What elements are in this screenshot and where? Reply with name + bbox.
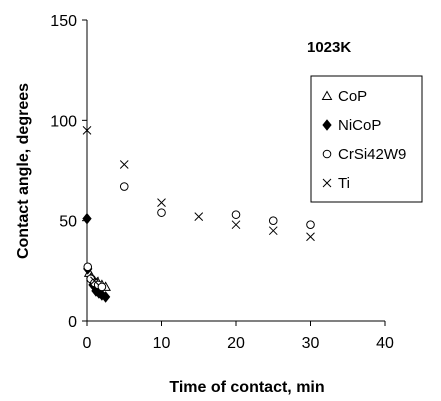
legend-item-ti: Ti — [322, 175, 350, 192]
data-point-crsi42w9 — [306, 220, 315, 229]
legend-marker-ti — [322, 178, 332, 188]
data-point-crsi42w9 — [83, 262, 93, 272]
data-point-ti — [82, 126, 92, 135]
data-point-ti — [231, 220, 241, 230]
data-point-crsi42w9 — [119, 182, 129, 191]
y-axis-label: Contact angle, degrees — [15, 83, 32, 259]
data-point-ti — [157, 198, 166, 207]
data-point-crsi42w9 — [97, 282, 107, 292]
y-tick-label: 50 — [59, 214, 77, 231]
data-point-nicop — [100, 291, 111, 303]
data-point-ti — [119, 160, 129, 169]
data-point-crsi42w9 — [268, 216, 278, 225]
data-point-ti — [90, 276, 99, 286]
legend-label: CrSi42W9 — [338, 146, 406, 163]
x-axis-label: Time of contact, min — [169, 379, 324, 396]
legend-marker-cop — [321, 90, 333, 100]
y-tick-label: 0 — [68, 314, 77, 331]
legend-item-crsi42w9: CrSi42W9 — [322, 146, 406, 163]
legend-label: CoP — [338, 88, 367, 105]
legend-marker-nicop — [322, 119, 332, 131]
x-tick-label: 40 — [376, 335, 394, 352]
y-tick-label: 150 — [50, 13, 77, 30]
data-point-nicop — [82, 212, 92, 225]
y-tick-label: 100 — [50, 113, 77, 130]
x-ticks: 0 10 20 30 40 — [83, 321, 394, 352]
data-markers — [82, 126, 315, 303]
legend-label: Ti — [338, 175, 350, 192]
annotation-temperature: 1023K — [307, 39, 351, 56]
data-point-crsi42w9 — [157, 208, 166, 217]
legend-item-cop: CoP — [321, 88, 367, 105]
x-tick-label: 20 — [227, 335, 245, 352]
x-tick-label: 10 — [153, 335, 171, 352]
data-point-crsi42w9 — [231, 210, 241, 219]
legend-item-nicop: NiCoP — [322, 117, 381, 134]
legend-label: NiCoP — [338, 117, 381, 134]
legend-items: CoP NiCoP CrSi42W9 Ti — [321, 88, 406, 192]
legend-marker-crsi42w9 — [322, 149, 332, 159]
data-point-ti — [194, 212, 204, 222]
data-point-ti — [306, 232, 315, 242]
x-tick-label: 30 — [302, 335, 320, 352]
data-point-ti — [268, 226, 278, 236]
y-ticks: 0 50 100 150 — [50, 13, 87, 331]
x-tick-label: 0 — [83, 335, 92, 352]
legend: CoP NiCoP CrSi42W9 Ti — [310, 75, 423, 203]
